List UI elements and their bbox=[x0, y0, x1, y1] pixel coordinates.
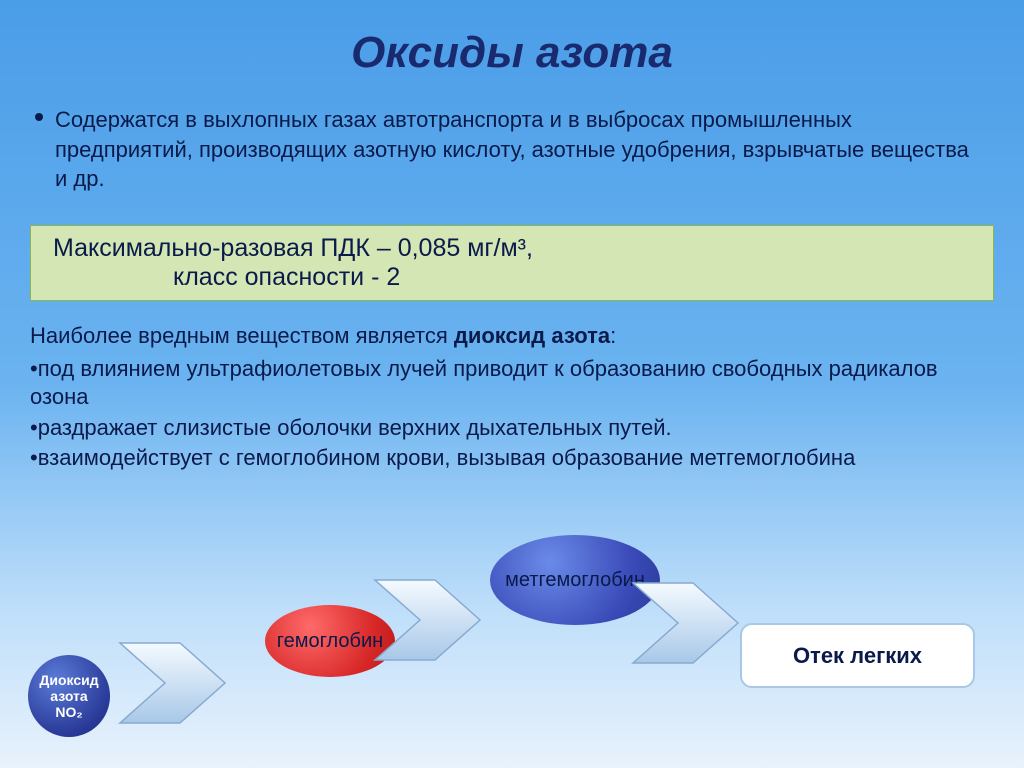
flow-diagram: Диоксид азота NO₂ гемоглобин метгемоглоб… bbox=[0, 555, 1024, 755]
node-dioxide-l1: Диоксид bbox=[39, 672, 98, 688]
harmful-bullet: •раздражает слизистые оболочки верхних д… bbox=[30, 414, 994, 443]
pdk-class: класс опасности - 2 bbox=[173, 263, 971, 292]
node-dioxide: Диоксид азота NO₂ bbox=[28, 655, 110, 737]
node-methemo-label: метгемоглобин bbox=[505, 569, 645, 592]
intro-text: Содержатся в выхлопных газах автотранспо… bbox=[55, 105, 979, 194]
harmful-lead: Наиболее вредным веществом является bbox=[30, 323, 454, 348]
harmful-bullet: •взаимодействует с гемоглобином крови, в… bbox=[30, 444, 994, 473]
harmful-bullet-text: взаимодействует с гемоглобином крови, вы… bbox=[38, 445, 856, 470]
node-dioxide-l2: азота bbox=[50, 688, 87, 704]
harmful-block: Наиболее вредным веществом является диок… bbox=[30, 322, 994, 475]
node-hemo-label: гемоглобин bbox=[277, 630, 383, 653]
pdk-box: Максимально-разовая ПДК – 0,085 мг/м³, к… bbox=[30, 225, 994, 301]
node-result: Отек легких bbox=[740, 623, 975, 688]
node-result-label: Отек легких bbox=[793, 643, 922, 669]
intro-bullet bbox=[35, 113, 43, 121]
node-dioxide-l3: NO₂ bbox=[55, 704, 82, 720]
pdk-value: Максимально-разовая ПДК – 0,085 мг/м³, bbox=[53, 234, 971, 263]
harmful-lead-tail: : bbox=[610, 323, 616, 348]
harmful-list: •под влиянием ультрафиолетовых лучей при… bbox=[30, 355, 994, 473]
page-title: Оксиды азота bbox=[0, 0, 1024, 78]
chevron-icon bbox=[115, 633, 265, 733]
harmful-bullet-text: раздражает слизистые оболочки верхних ды… bbox=[38, 415, 672, 440]
harmful-lead-bold: диоксид азота bbox=[454, 323, 610, 348]
harmful-bullet: •под влиянием ультрафиолетовых лучей при… bbox=[30, 355, 994, 412]
harmful-bullet-text: под влиянием ультрафиолетовых лучей прив… bbox=[30, 356, 938, 410]
